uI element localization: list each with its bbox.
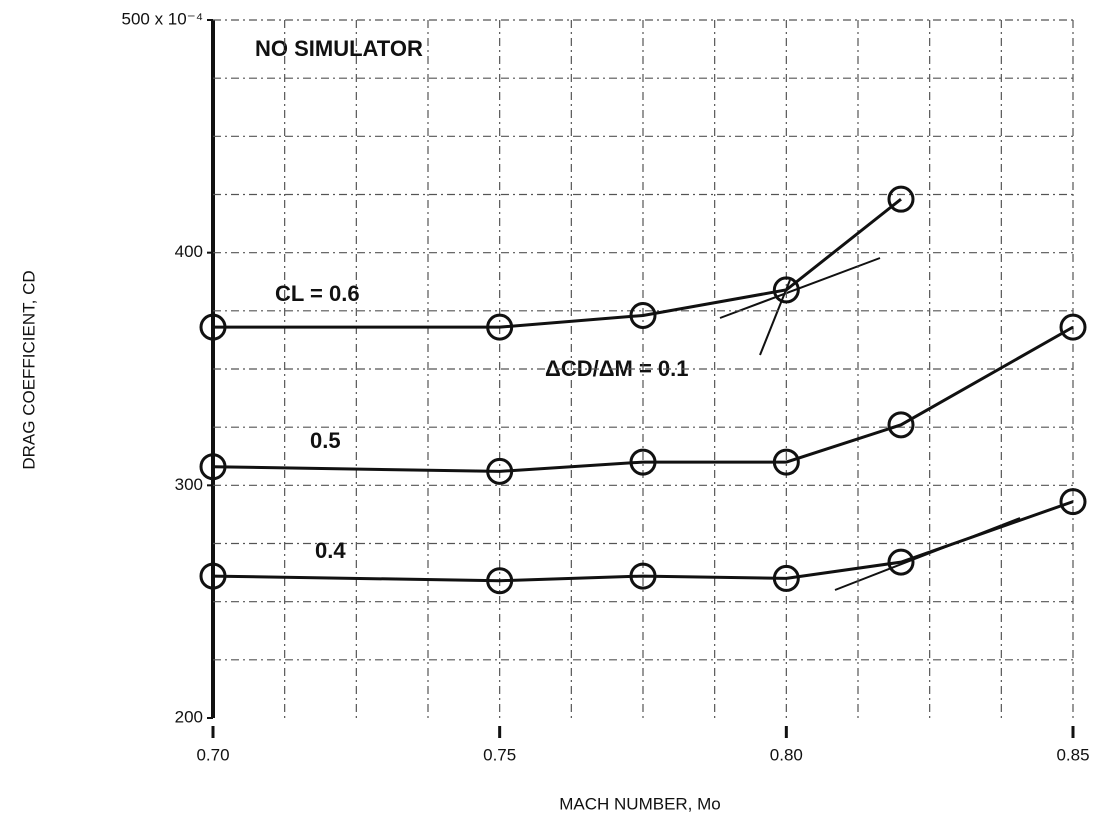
series-label: 0.4 — [315, 538, 346, 563]
y-tick-label: 300 — [175, 475, 203, 494]
data-point — [887, 411, 915, 439]
x-tick-label: 0.80 — [770, 745, 803, 764]
series-line — [212, 325, 1074, 473]
y-tick-label: 400 — [175, 242, 203, 261]
annotation: NO SIMULATOR — [255, 36, 423, 61]
y-tick-label: 200 — [175, 707, 203, 726]
tangent-line — [719, 257, 881, 319]
series-line — [212, 500, 1074, 583]
data-point — [629, 562, 657, 590]
x-tick-label: 0.75 — [483, 745, 516, 764]
data-point — [629, 301, 657, 329]
series-label: 0.5 — [310, 428, 341, 453]
x-tick-label: 0.85 — [1056, 745, 1089, 764]
data-point — [772, 276, 800, 304]
data-point — [486, 457, 514, 485]
data-point — [772, 564, 800, 592]
annotation: ΔCD/ΔM = 0.1 — [545, 356, 689, 381]
series-label: CL = 0.6 — [275, 281, 360, 306]
data-point — [199, 313, 227, 341]
data-point — [486, 567, 514, 595]
data-point — [1059, 488, 1087, 516]
data-point — [887, 185, 915, 213]
x-tick-label: 0.70 — [196, 745, 229, 764]
data-point — [486, 313, 514, 341]
y-tick-label: 500 x 10⁻⁴ — [122, 9, 204, 28]
data-point — [199, 453, 227, 481]
data-point — [887, 548, 915, 576]
data-point — [772, 448, 800, 476]
data-point — [629, 448, 657, 476]
y-axis-title: DRAG COEFFICIENT, CD — [19, 270, 38, 469]
tangent-line — [759, 279, 791, 356]
series-line — [213, 197, 902, 329]
data-point — [199, 562, 227, 590]
x-axis-title: MACH NUMBER, Mo — [559, 794, 721, 813]
data-point — [1059, 313, 1087, 341]
